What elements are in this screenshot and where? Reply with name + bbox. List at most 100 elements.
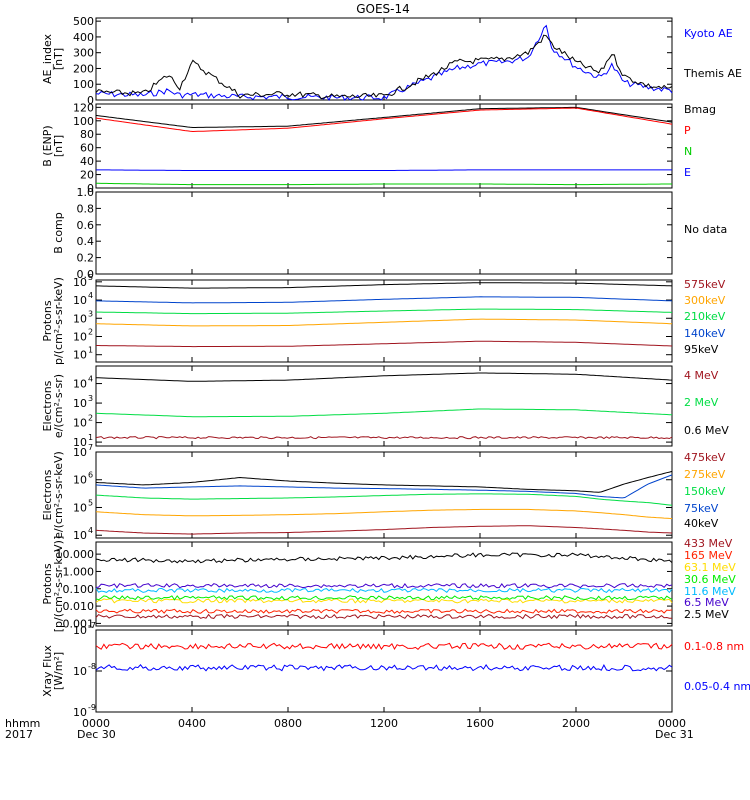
legend-label: 433 MeV (684, 537, 733, 550)
y-tick-label: 10 (73, 706, 87, 719)
series-line-30-6-mev (95, 595, 673, 601)
y-tick-label: 0.8 (77, 202, 95, 215)
y-tick-label: 10 (73, 436, 87, 449)
y-tick-exponent: 4 (88, 375, 93, 384)
panel-7: 10.000 1.000 0.100 0.010 0.001 Protons[p/(cm²… (41, 536, 736, 633)
legend-label: 210keV (684, 310, 726, 323)
legend-label: 150keV (684, 485, 726, 498)
y-tick-exponent: 6 (88, 471, 93, 480)
y-axis-label: [nT] (52, 48, 65, 70)
panel-frame (95, 191, 673, 275)
panel-3: 1.0 0.8 0.6 0.4 0.2 0.0 B comp No data (52, 186, 727, 281)
y-tick-label: 60 (80, 142, 94, 155)
y-tick-label: 10 (73, 294, 87, 307)
legend-label: 75keV (684, 502, 719, 515)
panel-1: 500 400 300 200 100 0 AE_index[nT] Kyoto AE Them… (41, 15, 742, 107)
legend-label: 11.6 MeV (684, 585, 736, 598)
y-tick-label: 20 (80, 169, 94, 182)
y-axis-label: [p/(cm²-s-sr-keV)] (52, 536, 65, 633)
x-tick-label: 0400 (178, 717, 206, 730)
series-line-300kev (96, 318, 673, 327)
y-axis-label: Protons (41, 300, 54, 341)
legend-label: 2.5 MeV (684, 608, 729, 621)
series-line-0-1-0-8-nm (95, 642, 673, 651)
x-tick-label: 0000 (82, 717, 110, 730)
y-tick-label: 10 (73, 276, 87, 289)
series-line-475kev (95, 525, 673, 535)
y-axis-label: p/(cm²-s-sr-keV) (52, 277, 65, 365)
series-line-2-5-mev (95, 552, 673, 564)
y-tick-label: 0 (87, 94, 94, 107)
series-line-bmag (95, 106, 673, 128)
series-line-575kev (96, 340, 673, 348)
y-tick-exponent: -8 (88, 662, 96, 671)
x-tick-label: 0800 (274, 717, 302, 730)
legend-label: 165 MeV (684, 549, 733, 562)
legend-label: E (684, 166, 691, 179)
series-line-e (96, 169, 672, 171)
y-axis-label: B (ENP) (41, 125, 54, 166)
x-tick-label: 2000 (562, 717, 590, 730)
panel-frame (95, 103, 673, 189)
legend-label: P (684, 124, 691, 137)
series-line-150kev (95, 493, 673, 506)
plot-title: GOES-14 (356, 2, 410, 16)
time-unit-label: hhmm (5, 717, 40, 730)
series-line-275kev (95, 508, 673, 519)
y-tick-label: 400 (73, 31, 94, 44)
year-label: 2017 (5, 728, 33, 741)
y-tick-label: 10 (73, 397, 87, 410)
series-line-210kev (95, 308, 673, 315)
y-tick-label: 0 (87, 182, 94, 195)
series-line-0-6-mev (95, 372, 673, 382)
legend-label: 63.1 MeV (684, 561, 736, 574)
y-tick-label: 0.0 (77, 268, 95, 281)
legend-label: 475keV (684, 451, 726, 464)
y-tick-label: 0.100 (63, 583, 95, 596)
y-axis-label: [W/m²] (52, 652, 65, 690)
y-tick-label: 10.000 (56, 548, 95, 561)
y-tick-exponent: -7 (88, 621, 96, 630)
y-tick-label: 120 (73, 101, 94, 114)
y-tick-exponent: 1 (88, 433, 93, 442)
end-date-label: Dec 31 (655, 728, 694, 741)
legend-label: 575keV (684, 278, 726, 291)
y-tick-label: 300 (73, 47, 94, 60)
series-line-2-mev (95, 408, 673, 418)
legend-label: 2 MeV (684, 396, 719, 409)
legend-label: 0.6 MeV (684, 424, 729, 437)
legend-label: 30.6 MeV (684, 573, 736, 586)
y-tick-label: 100 (73, 115, 94, 128)
legend-label: 140keV (684, 327, 726, 340)
series-line-63-1-mev (95, 598, 673, 604)
y-tick-label: 0.001 (63, 617, 95, 630)
y-tick-label: 10 (73, 330, 87, 343)
legend-label: Kyoto AE (684, 27, 733, 40)
y-tick-label: 1.000 (63, 565, 95, 578)
legend-label: Bmag (684, 103, 716, 116)
panel-frame (95, 17, 673, 101)
y-tick-label: 100 (73, 78, 94, 91)
y-tick-label: 10 (73, 474, 87, 487)
y-tick-exponent: 2 (88, 414, 93, 423)
legend-label: Themis AE (683, 67, 742, 80)
y-tick-exponent: 2 (88, 327, 93, 336)
y-tick-exponent: 4 (88, 291, 93, 300)
y-axis-label: e/(cm²-s-sr) (52, 374, 65, 438)
y-tick-label: 10 (73, 378, 87, 391)
y-tick-exponent: 3 (88, 394, 93, 403)
series-line-75kev (95, 474, 673, 499)
series-line-95kev (96, 282, 673, 289)
start-date-label: Dec 30 (77, 728, 116, 741)
y-axis-label: AE_index (41, 33, 54, 84)
panel-frame (95, 629, 673, 713)
y-tick-label: 0.4 (77, 235, 95, 248)
series-line-0-05-0-4-nm (95, 664, 673, 672)
x-tick-label: 1600 (466, 717, 494, 730)
y-tick-label: 200 (73, 62, 94, 75)
